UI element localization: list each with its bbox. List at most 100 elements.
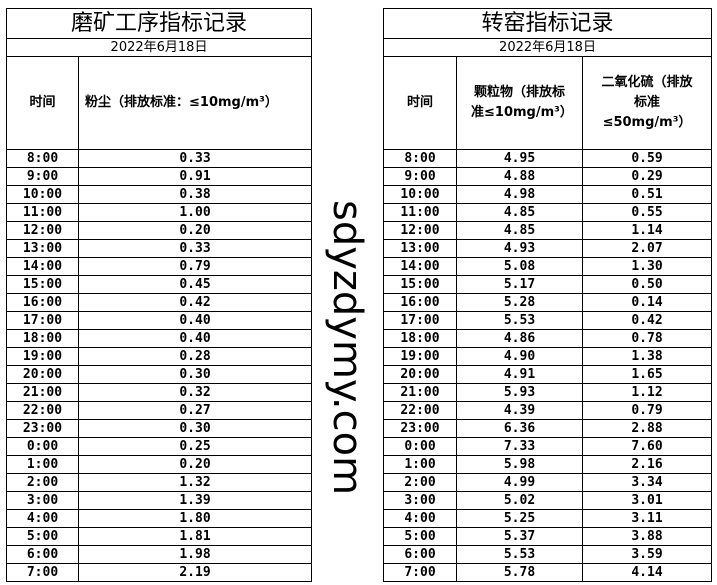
table-row: 17:00 0.40 <box>6 311 312 330</box>
value-cell: 5.02 <box>456 491 583 510</box>
table-row: 1:00 5.98 2.16 <box>383 455 712 474</box>
time-cell: 1:00 <box>383 455 457 474</box>
value-cell: 1.80 <box>78 509 312 528</box>
table-row: 22:00 4.39 0.79 <box>383 401 712 420</box>
table-row: 23:00 0.30 <box>6 419 312 438</box>
value-cell: 3.59 <box>582 545 712 564</box>
time-cell: 8:00 <box>383 149 457 168</box>
value-cell: 0.40 <box>78 329 312 348</box>
value-cell: 6.36 <box>456 419 583 438</box>
table-row: 16:00 0.42 <box>6 293 312 312</box>
time-cell: 4:00 <box>6 509 79 528</box>
value-cell: 0.78 <box>582 329 712 348</box>
value-cell: 0.55 <box>582 203 712 222</box>
table-row: 3:00 1.39 <box>6 491 312 510</box>
value-cell: 0.45 <box>78 275 312 294</box>
table-row: 15:00 0.45 <box>6 275 312 294</box>
table-row: 19:00 4.90 1.38 <box>383 347 712 366</box>
table-title: 转窑指标记录 <box>383 8 712 39</box>
table-row: 8:00 0.33 <box>6 149 312 168</box>
value-cell: 0.30 <box>78 365 312 384</box>
value-cell: 0.42 <box>582 311 712 330</box>
time-cell: 18:00 <box>383 329 457 348</box>
value-cell: 1.00 <box>78 203 312 222</box>
time-cell: 3:00 <box>6 491 79 510</box>
table-row: 4:00 5.25 3.11 <box>383 509 712 528</box>
value-cell: 0.30 <box>78 419 312 438</box>
value-cell: 5.93 <box>456 383 583 402</box>
time-cell: 6:00 <box>383 545 457 564</box>
table-row: 9:00 0.91 <box>6 167 312 186</box>
time-cell: 9:00 <box>383 167 457 186</box>
value-cell: 2.16 <box>582 455 712 474</box>
table-row: 6:00 5.53 3.59 <box>383 545 712 564</box>
time-cell: 15:00 <box>6 275 79 294</box>
table-row: 2:00 1.32 <box>6 473 312 492</box>
time-cell: 5:00 <box>6 527 79 546</box>
value-cell: 0.29 <box>582 167 712 186</box>
value-cell: 4.86 <box>456 329 583 348</box>
time-cell: 12:00 <box>6 221 79 240</box>
value-cell: 1.12 <box>582 383 712 402</box>
table-row: 1:00 0.20 <box>6 455 312 474</box>
table-row: 23:00 6.36 2.88 <box>383 419 712 438</box>
table-row: 22:00 0.27 <box>6 401 312 420</box>
time-cell: 15:00 <box>383 275 457 294</box>
time-cell: 2:00 <box>383 473 457 492</box>
table-row: 9:00 4.88 0.29 <box>383 167 712 186</box>
value-cell: 0.50 <box>582 275 712 294</box>
table-date: 2022年6月18日 <box>6 38 312 57</box>
value-cell: 5.08 <box>456 257 583 276</box>
time-cell: 13:00 <box>383 239 457 258</box>
table-row: 8:00 4.95 0.59 <box>383 149 712 168</box>
value-cell: 4.85 <box>456 203 583 222</box>
time-cell: 12:00 <box>383 221 457 240</box>
time-cell: 14:00 <box>6 257 79 276</box>
time-cell: 17:00 <box>6 311 79 330</box>
value-cell: 4.98 <box>456 185 583 204</box>
header-time: 时间 <box>383 56 457 150</box>
value-cell: 0.20 <box>78 221 312 240</box>
value-cell: 0.32 <box>78 383 312 402</box>
value-cell: 4.99 <box>456 473 583 492</box>
time-cell: 11:00 <box>383 203 457 222</box>
watermark: sdyzdymy.com <box>324 200 370 496</box>
value-cell: 5.37 <box>456 527 583 546</box>
value-cell: 0.20 <box>78 455 312 474</box>
time-cell: 16:00 <box>6 293 79 312</box>
table-row: 19:00 0.28 <box>6 347 312 366</box>
table-row: 13:00 4.93 2.07 <box>383 239 712 258</box>
time-cell: 0:00 <box>383 437 457 456</box>
time-cell: 18:00 <box>6 329 79 348</box>
value-cell: 5.28 <box>456 293 583 312</box>
value-cell: 5.78 <box>456 563 583 582</box>
value-cell: 1.30 <box>582 257 712 276</box>
time-cell: 23:00 <box>6 419 79 438</box>
header-particulate: 颗粒物（排放标准≤10mg/m³） <box>456 56 583 150</box>
value-cell: 1.39 <box>78 491 312 510</box>
value-cell: 0.79 <box>78 257 312 276</box>
table-row: 4:00 1.80 <box>6 509 312 528</box>
table-row: 11:00 4.85 0.55 <box>383 203 712 222</box>
value-cell: 1.98 <box>78 545 312 564</box>
time-cell: 4:00 <box>383 509 457 528</box>
table-row: 18:00 4.86 0.78 <box>383 329 712 348</box>
value-cell: 0.51 <box>582 185 712 204</box>
time-cell: 13:00 <box>6 239 79 258</box>
table-row: 11:00 1.00 <box>6 203 312 222</box>
value-cell: 0.59 <box>582 149 712 168</box>
table-row: 7:00 2.19 <box>6 563 312 582</box>
value-cell: 4.39 <box>456 401 583 420</box>
table-row: 10:00 4.98 0.51 <box>383 185 712 204</box>
table-row: 3:00 5.02 3.01 <box>383 491 712 510</box>
table-row: 5:00 1.81 <box>6 527 312 546</box>
value-cell: 1.65 <box>582 365 712 384</box>
value-cell: 4.95 <box>456 149 583 168</box>
time-cell: 9:00 <box>6 167 79 186</box>
value-cell: 1.81 <box>78 527 312 546</box>
value-cell: 4.91 <box>456 365 583 384</box>
time-cell: 10:00 <box>6 185 79 204</box>
table-date: 2022年6月18日 <box>383 38 712 57</box>
value-cell: 5.17 <box>456 275 583 294</box>
value-cell: 7.60 <box>582 437 712 456</box>
